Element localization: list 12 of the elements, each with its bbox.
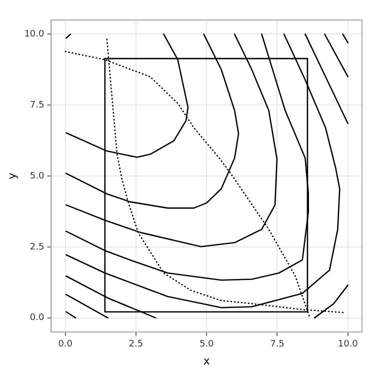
x-tick-label: 10.0 bbox=[338, 340, 358, 350]
y-tick-label: 0.0 bbox=[30, 313, 44, 324]
y-axis-title: y bbox=[5, 172, 18, 180]
y-tick-label: 10.0 bbox=[24, 30, 45, 40]
x-tick-label: 5.0 bbox=[199, 340, 214, 350]
x-axis-title: x bbox=[203, 354, 210, 368]
y-tick-label: 7.5 bbox=[30, 100, 44, 110]
x-tick-label: 7.5 bbox=[270, 340, 284, 350]
x-tick-label: 0.0 bbox=[58, 340, 73, 350]
y-tick-label: 2.5 bbox=[30, 242, 44, 252]
y-tick-label: 5.0 bbox=[30, 171, 44, 182]
x-tick-label: 2.5 bbox=[128, 340, 144, 350]
